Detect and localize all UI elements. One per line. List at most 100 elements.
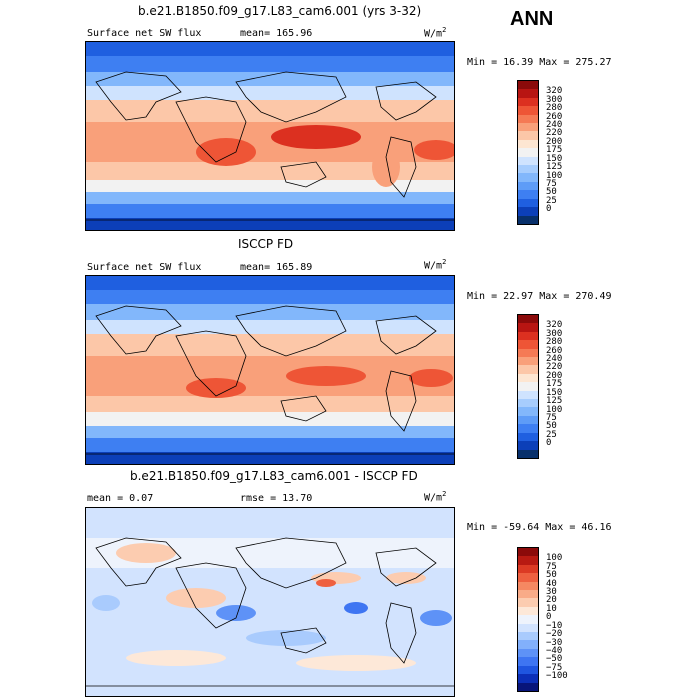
colorbar-swatch <box>518 441 538 450</box>
colorbar-tick-label: 260 <box>546 111 563 122</box>
colorbar-tick-label: −20 <box>546 629 563 640</box>
colorbar-swatch <box>518 424 538 433</box>
colorbar-tick-label: 0 <box>546 612 552 623</box>
colorbar-swatch <box>518 682 538 691</box>
colorbar-swatch <box>518 623 538 633</box>
colorbar-tick-label: 50 <box>546 570 557 581</box>
colorbar-tick-label: 220 <box>546 128 563 139</box>
colorbar-swatch <box>518 165 538 174</box>
colorbar-swatch <box>518 581 538 591</box>
colorbar-tick-label: −100 <box>546 671 568 682</box>
colorbar-tick-label: 0 <box>546 438 552 449</box>
colorbar-swatch <box>518 190 538 199</box>
colorbar-swatch <box>518 648 538 658</box>
panel3-rmse: rmse = 13.70 <box>240 493 313 504</box>
colorbar-swatch <box>518 382 538 391</box>
colorbar-swatch <box>518 207 538 216</box>
colorbar-swatch <box>518 564 538 574</box>
colorbar-tick-label: 175 <box>546 379 563 390</box>
colorbar-swatch <box>518 173 538 182</box>
colorbar-swatch <box>518 615 538 624</box>
colorbar-swatch <box>518 598 538 607</box>
colorbar-swatch <box>518 348 538 358</box>
panel3-minmax: Min = -59.64 Max = 46.16 <box>467 522 612 533</box>
panel2-colorbar <box>517 314 539 459</box>
colorbar-tick-label: 0 <box>546 204 552 215</box>
colorbar-swatch <box>518 449 538 458</box>
colorbar-swatch <box>518 357 538 366</box>
panel2-minmax: Min = 22.97 Max = 270.49 <box>467 291 612 302</box>
colorbar-tick-label: 40 <box>546 578 557 589</box>
colorbar-swatch <box>518 365 538 374</box>
panel3-title: b.e21.B1850.f09_g17.L83_cam6.001 - ISCCP… <box>130 469 418 483</box>
colorbar-swatch <box>518 548 538 557</box>
colorbar-tick-label: 240 <box>546 120 563 131</box>
colorbar-swatch <box>518 657 538 666</box>
colorbar-tick-label: 220 <box>546 362 563 373</box>
season-label: ANN <box>510 8 554 30</box>
colorbar-tick-label: 320 <box>546 86 563 97</box>
colorbar-tick-label: 280 <box>546 103 563 114</box>
colorbar-swatch <box>518 81 538 90</box>
colorbar-swatch <box>518 665 538 675</box>
colorbar-swatch <box>518 556 538 565</box>
colorbar-swatch <box>518 131 538 140</box>
colorbar-swatch <box>518 415 538 425</box>
colorbar-swatch <box>518 114 538 124</box>
colorbar-swatch <box>518 399 538 408</box>
colorbar-swatch <box>518 315 538 324</box>
colorbar-tick-label: 300 <box>546 94 563 105</box>
panel1-variable-label: Surface net SW flux <box>87 28 202 39</box>
colorbar-swatch <box>518 407 538 416</box>
colorbar-tick-label: 25 <box>546 429 557 440</box>
colorbar-swatch <box>518 606 538 616</box>
panel1-mean: mean= 165.96 <box>240 28 313 39</box>
panel1-colorbar <box>517 80 539 225</box>
colorbar-tick-label: −30 <box>546 637 563 648</box>
colorbar-swatch <box>518 373 538 383</box>
colorbar-tick-label: 300 <box>546 328 563 339</box>
colorbar-tick-label: 150 <box>546 387 563 398</box>
colorbar-tick-label: 125 <box>546 162 563 173</box>
colorbar-tick-label: 260 <box>546 345 563 356</box>
colorbar-swatch <box>518 432 538 442</box>
colorbar-tick-label: 240 <box>546 354 563 365</box>
panel2-variable-label: Surface net SW flux <box>87 262 202 273</box>
colorbar-swatch <box>518 590 538 599</box>
colorbar-swatch <box>518 323 538 332</box>
colorbar-tick-label: 200 <box>546 136 563 147</box>
colorbar-tick-label: 100 <box>546 170 563 181</box>
panel3-mean: mean = 0.07 <box>87 493 154 504</box>
colorbar-tick-label: 20 <box>546 595 557 606</box>
colorbar-swatch <box>518 106 538 115</box>
colorbar-tick-label: −40 <box>546 645 563 656</box>
panel2-mean: mean= 165.89 <box>240 262 313 273</box>
colorbar-tick-label: 30 <box>546 587 557 598</box>
colorbar-tick-label: −50 <box>546 654 563 665</box>
panel1-units: W/m2 <box>424 26 447 40</box>
colorbar-swatch <box>518 97 538 107</box>
colorbar-tick-label: −75 <box>546 662 563 673</box>
colorbar-swatch <box>518 215 538 224</box>
colorbar-tick-label: 50 <box>546 187 557 198</box>
colorbar-swatch <box>518 331 538 341</box>
colorbar-tick-label: 175 <box>546 145 563 156</box>
colorbar-swatch <box>518 640 538 649</box>
colorbar-tick-label: 150 <box>546 153 563 164</box>
colorbar-tick-label: 50 <box>546 421 557 432</box>
colorbar-swatch <box>518 156 538 166</box>
colorbar-swatch <box>518 573 538 582</box>
colorbar-swatch <box>518 89 538 98</box>
panel2-title: ISCCP FD <box>238 237 294 251</box>
panel1-title: b.e21.B1850.f09_g17.L83_cam6.001 (yrs 3-… <box>138 4 422 18</box>
colorbar-tick-label: 280 <box>546 337 563 348</box>
colorbar-swatch <box>518 340 538 349</box>
colorbar-tick-label: 200 <box>546 370 563 381</box>
colorbar-swatch <box>518 674 538 683</box>
panel2-units: W/m2 <box>424 258 447 272</box>
colorbar-swatch <box>518 139 538 149</box>
panel3-map <box>85 507 455 697</box>
colorbar-swatch <box>518 390 538 400</box>
colorbar-tick-label: 75 <box>546 178 557 189</box>
colorbar-swatch <box>518 198 538 208</box>
